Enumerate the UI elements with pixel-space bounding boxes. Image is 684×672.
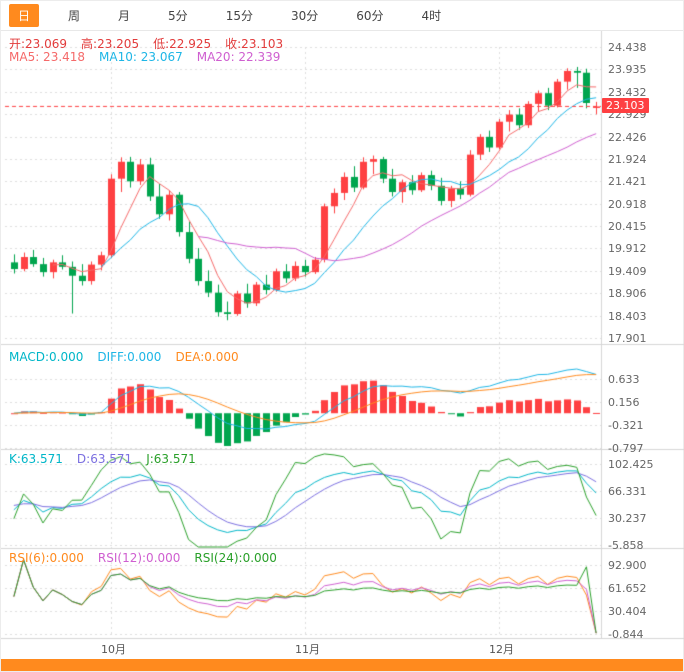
tab-30min[interactable]: 30分: [290, 9, 319, 23]
ma-readout: MA5: 23.418 MA10: 23.067 MA20: 22.339: [9, 50, 294, 64]
chart-canvas[interactable]: [1, 31, 684, 661]
rsi24-value: RSI(24):0.000: [194, 551, 277, 565]
ohlc-readout: 开:23.069 高:23.205 低:22.925 收:23.103: [9, 35, 297, 52]
tab-15min[interactable]: 15分: [225, 9, 253, 23]
ma10-value: MA10: 23.067: [99, 50, 183, 64]
rsi-readout: RSI(6):0.000 RSI(12):0.000 RSI(24):0.000: [9, 551, 291, 565]
rsi-axis-label: 61.652: [608, 582, 647, 595]
price-axis-label: 23.432: [608, 86, 647, 99]
j-value: J:63.571: [146, 452, 196, 466]
tab-4hour[interactable]: 4时: [421, 9, 442, 23]
price-axis-label: 18.906: [608, 287, 647, 300]
kdj-axis-label: 66.331: [608, 485, 647, 498]
d-value: D:63.571: [76, 452, 133, 466]
rsi-axis-label: 30.404: [608, 605, 647, 618]
price-axis-label: 18.403: [608, 310, 647, 323]
price-axis-label: 19.912: [608, 242, 647, 255]
current-price-tag: 23.103: [602, 98, 649, 113]
macd-axis-label: 0.156: [608, 396, 640, 409]
high-value: 高:23.205: [81, 37, 140, 51]
open-value: 开:23.069: [9, 37, 68, 51]
rsi-axis-label: -0.844: [608, 628, 644, 641]
price-axis-label: 23.935: [608, 63, 647, 76]
macd-readout: MACD:0.000 DIFF:0.000 DEA:0.000: [9, 350, 253, 364]
price-axis-label: 19.409: [608, 265, 647, 278]
month-label: 12月: [489, 643, 514, 656]
tab-day[interactable]: 日: [9, 4, 40, 27]
price-axis-label: 20.918: [608, 198, 647, 211]
tab-60min[interactable]: 60分: [356, 9, 384, 23]
tab-month[interactable]: 月: [118, 9, 131, 23]
low-value: 低:22.925: [153, 37, 212, 51]
kdj-axis-label: -5.858: [608, 539, 644, 552]
tab-week[interactable]: 周: [68, 9, 81, 23]
ma20-value: MA20: 22.339: [196, 50, 281, 64]
price-axis-label: 17.901: [608, 332, 647, 345]
k-value: K:63.571: [9, 452, 63, 466]
kdj-axis-label: 30.237: [608, 512, 647, 525]
macd-axis-label: -0.321: [608, 419, 644, 432]
rsi12-value: RSI(12):0.000: [97, 551, 181, 565]
rsi6-value: RSI(6):0.000: [9, 551, 84, 565]
kdj-readout: K:63.571 D:63.571 J:63.571: [9, 452, 210, 466]
price-axis-label: 21.924: [608, 153, 647, 166]
kdj-axis-label: 102.425: [608, 458, 654, 471]
dea-value: DEA:0.000: [175, 350, 239, 364]
macd-axis-label: -0.797: [608, 442, 644, 455]
tab-5min[interactable]: 5分: [168, 9, 188, 23]
price-axis-label: 21.421: [608, 175, 647, 188]
macd-value: MACD:0.000: [9, 350, 84, 364]
month-label: 11月: [295, 643, 320, 656]
rsi-axis-label: 92.900: [608, 559, 647, 572]
price-axis-label: 24.438: [608, 41, 647, 54]
diff-value: DIFF:0.000: [97, 350, 162, 364]
price-axis-label: 22.426: [608, 131, 647, 144]
timeframe-toolbar: 日 周 月 5分 15分 30分 60分 4时: [1, 1, 683, 31]
price-axis-label: 20.415: [608, 220, 647, 233]
month-label: 10月: [101, 643, 126, 656]
close-value: 收:23.103: [225, 37, 284, 51]
bottom-accent-bar: [1, 659, 683, 671]
macd-axis-label: 0.633: [608, 373, 640, 386]
ma5-value: MA5: 23.418: [9, 50, 86, 64]
